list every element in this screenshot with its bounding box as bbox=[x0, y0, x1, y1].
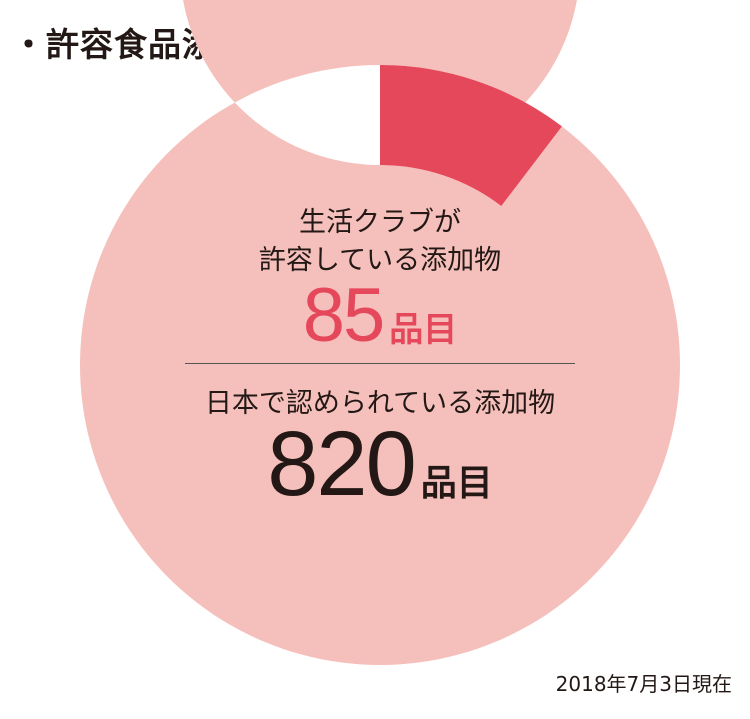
center-divider bbox=[185, 363, 575, 364]
japan-label: 日本で認められている添加物 bbox=[204, 388, 556, 419]
club-label-line2: 許容している添加物 bbox=[258, 245, 502, 276]
club-count-value: 85 bbox=[302, 273, 386, 358]
japan-count: 820 品目 bbox=[180, 412, 580, 515]
donut-slice-club-allowed bbox=[380, 65, 562, 206]
club-count: 85 品目 bbox=[180, 272, 580, 358]
japan-count-unit: 品目 bbox=[420, 463, 493, 504]
club-label-line1: 生活クラブが bbox=[299, 207, 461, 238]
date-footnote: 2018年7月3日現在 bbox=[555, 672, 732, 696]
japan-count-value: 820 bbox=[267, 413, 416, 515]
club-count-unit: 品目 bbox=[389, 310, 458, 350]
